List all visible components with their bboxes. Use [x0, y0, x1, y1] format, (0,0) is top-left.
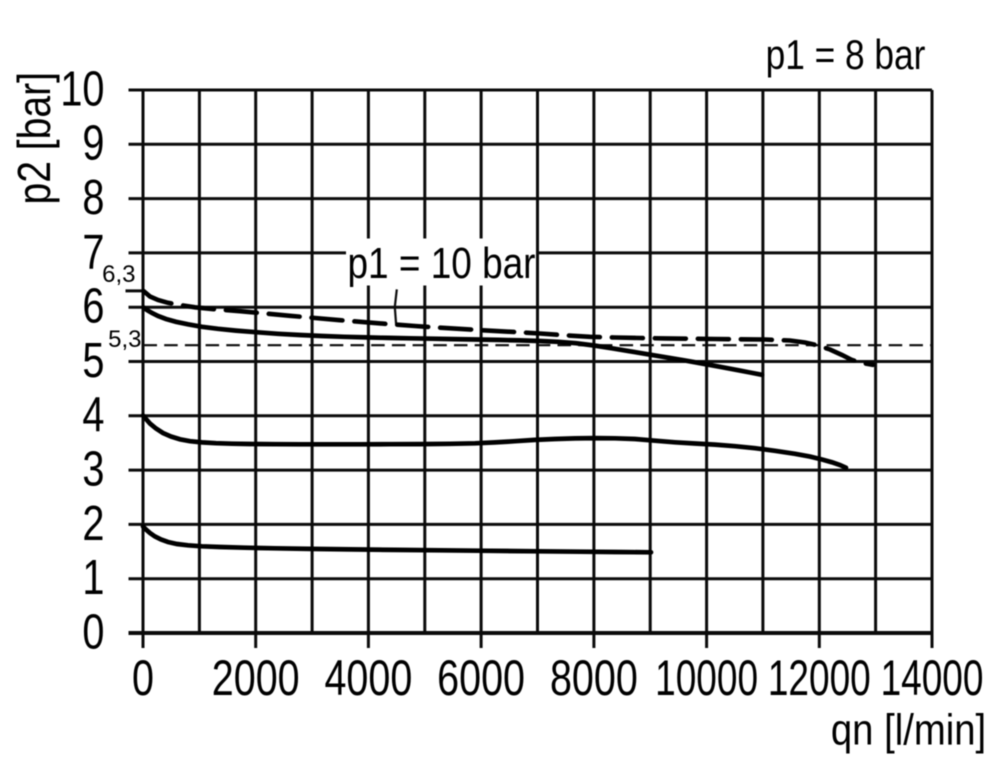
svg-text:p2 [bar]: p2 [bar] [9, 72, 61, 204]
svg-text:2000: 2000 [212, 650, 300, 707]
svg-text:10: 10 [60, 63, 104, 117]
svg-text:6000: 6000 [437, 650, 525, 707]
svg-text:6,3: 6,3 [102, 261, 135, 288]
svg-text:2: 2 [82, 497, 104, 551]
svg-text:4000: 4000 [324, 650, 412, 707]
svg-text:qn [l/min]: qn [l/min] [831, 705, 986, 754]
svg-text:12000: 12000 [768, 651, 871, 707]
svg-text:0: 0 [82, 606, 104, 660]
svg-text:5,3: 5,3 [108, 326, 141, 353]
svg-text:6: 6 [82, 280, 104, 334]
svg-text:7: 7 [82, 225, 104, 279]
svg-text:1: 1 [82, 551, 104, 605]
svg-text:p1 = 10 bar: p1 = 10 bar [347, 238, 535, 288]
svg-text:8: 8 [82, 171, 104, 225]
svg-text:4: 4 [82, 388, 104, 442]
svg-text:3: 3 [82, 443, 104, 497]
svg-text:p1 = 8 bar: p1 = 8 bar [766, 32, 926, 79]
svg-text:5: 5 [82, 334, 104, 388]
svg-text:9: 9 [82, 117, 104, 171]
svg-text:8000: 8000 [550, 650, 638, 707]
svg-text:10000: 10000 [655, 651, 758, 707]
svg-text:0: 0 [132, 650, 154, 707]
svg-text:14000: 14000 [881, 651, 984, 707]
